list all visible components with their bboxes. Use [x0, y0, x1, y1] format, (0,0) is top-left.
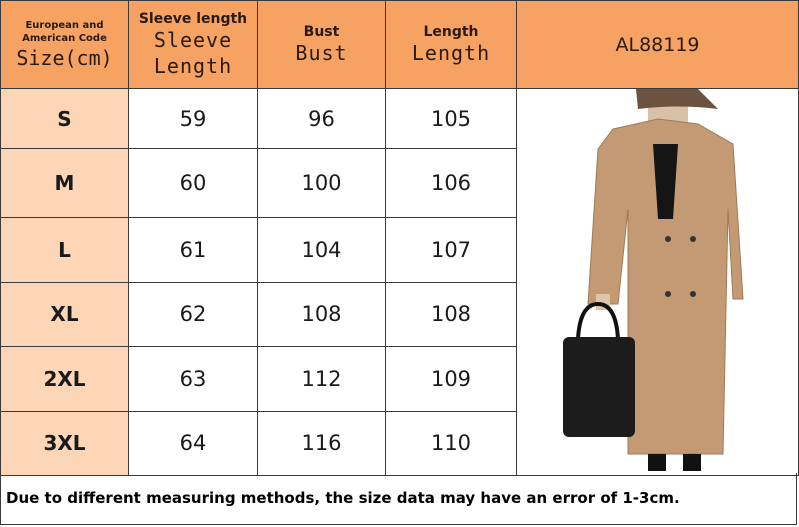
sleeve-cell: 59 [128, 87, 258, 150]
length-cell: 109 [385, 346, 517, 412]
bust-cell: 104 [257, 217, 386, 283]
length-cell: 110 [385, 410, 517, 476]
size-cell: 3XL [0, 410, 129, 476]
sleeve-cell: 63 [128, 346, 258, 412]
length-cell: 108 [385, 281, 517, 347]
coat-model-image [562, 86, 744, 471]
bust-cell: 96 [257, 87, 386, 150]
sleeve-cell: 62 [128, 281, 258, 347]
product-photo [516, 86, 799, 476]
product-code: AL88119 [516, 0, 799, 89]
table-row: 2XL 63 112 109 [0, 346, 799, 412]
size-cell: 2XL [0, 346, 129, 412]
sleeve-small-label: Sleeve length [138, 10, 248, 27]
size-big-label: Size(cm) [16, 45, 113, 70]
bust-cell: 108 [257, 281, 386, 347]
sleeve-cell: 61 [128, 217, 258, 283]
bust-small-label: Bust [303, 23, 340, 40]
measurement-note: Due to different measuring methods, the … [0, 473, 797, 525]
table-row: M 60 100 106 [0, 148, 799, 218]
size-small-label: European and American Code [22, 19, 107, 44]
size-cell: L [0, 217, 129, 283]
length-cell: 107 [385, 217, 517, 283]
header-sleeve: Sleeve length Sleeve Length [128, 0, 258, 89]
bust-cell: 100 [257, 148, 386, 218]
table-row: S 59 96 105 [0, 86, 799, 476]
header-size: European and American Code Size(cm) [0, 0, 129, 89]
length-big-label: Length [411, 40, 491, 65]
table-row: 3XL 64 116 110 [0, 410, 799, 476]
header-length: Length Length [385, 0, 517, 89]
sleeve-cell: 64 [128, 410, 258, 476]
length-small-label: Length [423, 23, 479, 40]
sleeve-cell: 60 [128, 148, 258, 218]
sleeve-big-label: Sleeve Length [153, 27, 233, 78]
size-cell: S [0, 87, 129, 150]
size-cell: M [0, 148, 129, 218]
table-row: XL 62 108 108 [0, 281, 799, 347]
length-cell: 105 [385, 87, 517, 150]
bust-cell: 116 [257, 410, 386, 476]
header-bust: Bust Bust [257, 0, 386, 89]
length-cell: 106 [385, 148, 517, 218]
size-table: European and American Code Size(cm) Slee… [0, 0, 799, 476]
bust-cell: 112 [257, 346, 386, 412]
header-row: European and American Code Size(cm) Slee… [0, 0, 799, 89]
bust-big-label: Bust [295, 40, 348, 65]
size-cell: XL [0, 281, 129, 347]
